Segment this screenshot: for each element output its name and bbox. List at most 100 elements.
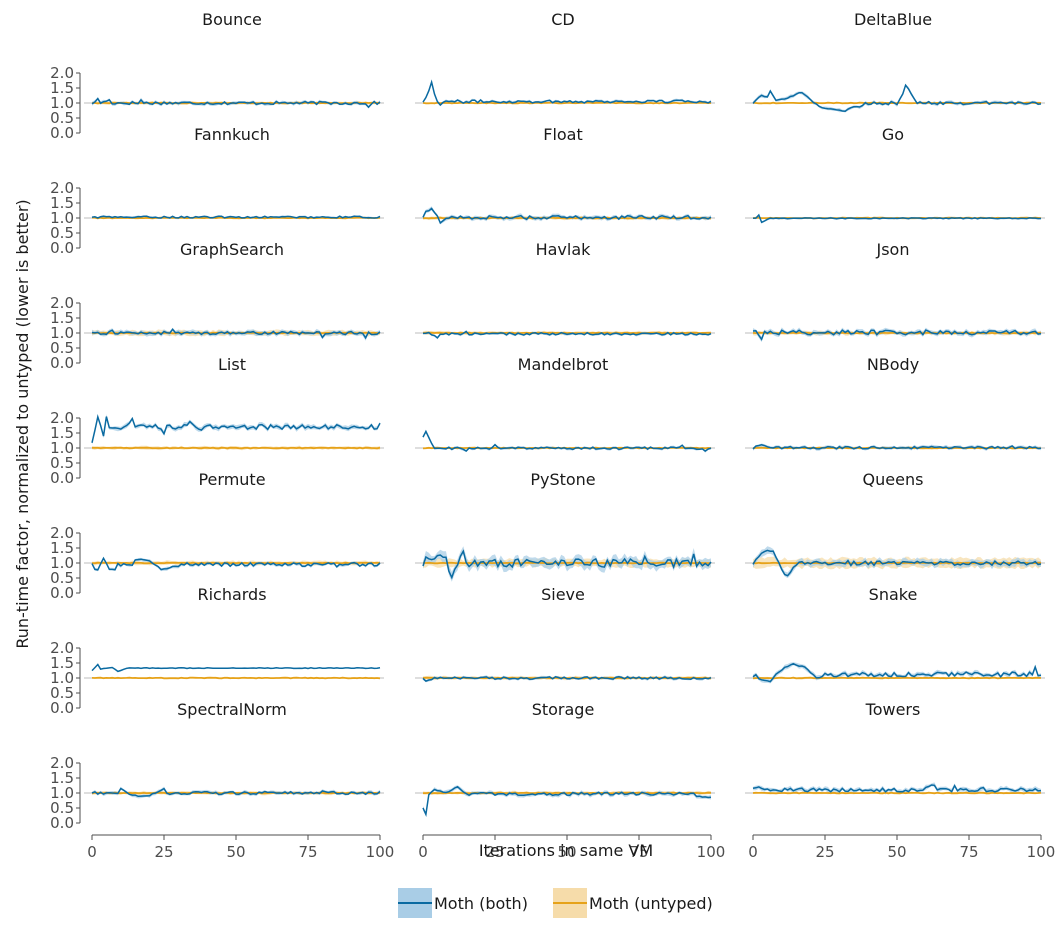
legend: Moth (both) Moth (untyped) — [398, 888, 713, 918]
y-tick-label: 0.0 — [50, 584, 74, 602]
y-tick-label: 1.5 — [50, 79, 74, 97]
y-axis-title: Run-time factor, normalized to untyped (… — [13, 199, 32, 648]
panel-title: Json — [876, 240, 910, 259]
x-tick-label: 100 — [1027, 843, 1056, 861]
panel-json: Json — [745, 240, 1045, 343]
line-moth-both — [752, 662, 1042, 683]
y-tick-label: 1.5 — [50, 769, 74, 787]
panel-title: Float — [543, 125, 583, 144]
line-moth-both — [91, 215, 381, 219]
x-tick-label: 50 — [557, 843, 576, 861]
y-tick-label: 1.5 — [50, 539, 74, 557]
band-moth-both — [423, 785, 711, 816]
panel-title: CD — [551, 10, 575, 29]
line-moth-both — [752, 329, 1042, 341]
y-tick-label: 1.0 — [50, 554, 74, 572]
x-tick-label: 25 — [154, 843, 173, 861]
y-tick-label: 1.0 — [50, 324, 74, 342]
panel-title: Bounce — [202, 10, 262, 29]
y-tick-label: 2.0 — [50, 179, 74, 197]
x-axis-title: Iterations in same VM — [479, 841, 653, 860]
y-tick-label: 1.5 — [50, 654, 74, 672]
y-tick-label: 0.5 — [50, 224, 74, 242]
line-moth-untyped — [422, 331, 712, 335]
panel-title: Go — [882, 125, 904, 144]
panel-title: List — [218, 355, 246, 374]
line-moth-both — [91, 556, 381, 571]
panel-deltablue: DeltaBlue — [745, 10, 1045, 113]
panel-storage: Storage 0 25 50 75 100 — [415, 700, 725, 861]
band-moth-both — [753, 443, 1041, 451]
line-moth-both — [91, 328, 381, 340]
band-moth-both — [753, 327, 1041, 343]
x-tick-label: 25 — [815, 843, 834, 861]
panel-pystone: PyStone — [415, 470, 715, 582]
panel-title: Storage — [532, 700, 595, 719]
panel-queens: Queens — [745, 470, 1045, 579]
line-moth-untyped — [91, 676, 381, 680]
line-moth-both — [91, 414, 381, 443]
panel-title: Sieve — [541, 585, 585, 604]
y-tick-label: 2.0 — [50, 639, 74, 657]
line-moth-untyped — [752, 791, 1042, 795]
line-moth-both — [422, 79, 712, 107]
y-tick-label: 0.0 — [50, 699, 74, 717]
panel-havlak: Havlak — [415, 240, 715, 340]
panel-snake: Snake — [745, 585, 1045, 684]
panel-float: Float — [415, 125, 715, 225]
panel-bounce: Bounce 0.00.51.01.52.0 — [50, 10, 384, 142]
y-tick-label: 1.5 — [50, 194, 74, 212]
panel-title: Fannkuch — [194, 125, 270, 144]
panel-title: Havlak — [536, 240, 592, 259]
y-tick-label: 1.0 — [50, 784, 74, 802]
line-moth-untyped — [752, 676, 1042, 680]
line-moth-untyped — [91, 561, 381, 565]
panel-title: Towers — [865, 700, 921, 719]
y-tick-label: 0.5 — [50, 684, 74, 702]
y-tick-label: 0.0 — [50, 239, 74, 257]
panel-title: DeltaBlue — [854, 10, 932, 29]
panel-title: Queens — [863, 470, 924, 489]
panel-title: SpectralNorm — [177, 700, 287, 719]
line-moth-both — [91, 663, 381, 673]
x-tick-label: 100 — [697, 843, 726, 861]
line-moth-both — [752, 549, 1042, 577]
x-tick-label: 50 — [226, 843, 245, 861]
y-tick-label: 2.0 — [50, 294, 74, 312]
panel-nbody: NBody — [745, 355, 1045, 451]
panel-title: Snake — [869, 585, 918, 604]
panel-towers: Towers 0 25 50 75 100 — [745, 700, 1055, 861]
x-tick-label: 0 — [748, 843, 758, 861]
x-tick-label: 0 — [418, 843, 428, 861]
y-tick-label: 1.0 — [50, 209, 74, 227]
line-moth-both — [752, 213, 1042, 224]
y-tick-label: 0.0 — [50, 124, 74, 142]
y-tick-label: 0.5 — [50, 569, 74, 587]
panel-mandelbrot: Mandelbrot — [415, 355, 715, 453]
line-moth-both — [91, 97, 381, 109]
y-tick-label: 1.5 — [50, 309, 74, 327]
x-tick-label: 25 — [485, 843, 504, 861]
line-moth-both — [752, 444, 1042, 450]
panel-title: NBody — [867, 355, 919, 374]
band-moth-both — [423, 546, 711, 582]
legend-item-moth-both: Moth (both) — [398, 888, 528, 918]
x-tick-label: 100 — [366, 843, 395, 861]
y-tick-label: 0.5 — [50, 799, 74, 817]
line-moth-both — [422, 207, 712, 225]
band-moth-both — [753, 84, 1041, 113]
x-tick-label: 0 — [87, 843, 97, 861]
y-tick-label: 1.5 — [50, 424, 74, 442]
line-moth-both — [752, 83, 1042, 112]
line-moth-untyped — [422, 101, 712, 105]
x-tick-label: 50 — [887, 843, 906, 861]
panel-cd: CD — [415, 10, 715, 107]
x-tick-label: 75 — [629, 843, 648, 861]
panel-title: GraphSearch — [180, 240, 284, 259]
